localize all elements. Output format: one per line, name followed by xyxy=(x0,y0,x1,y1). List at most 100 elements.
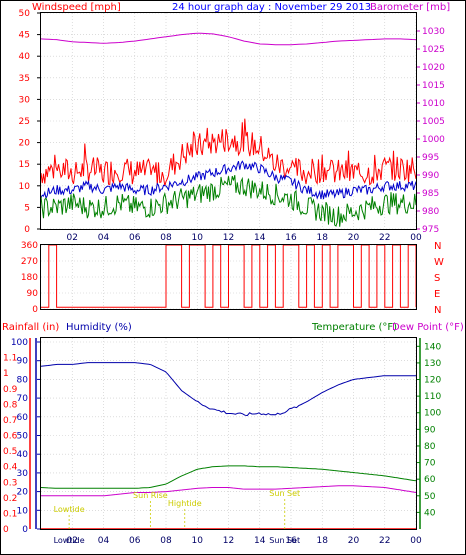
windspeed-tick-label: 0 xyxy=(24,225,30,235)
temperature-tick-label: 120 xyxy=(424,376,441,386)
panel1-x-tick-label: 18 xyxy=(317,233,329,243)
rainfall-tick-label: 0.2 xyxy=(3,494,17,504)
panel2-frame xyxy=(40,244,417,310)
windspeed-tick-label: 30 xyxy=(19,95,31,105)
barometer-tick-label: 1030 xyxy=(422,27,445,37)
barometer-tick-label: 990 xyxy=(422,171,439,181)
bottom-marker-label: Lowtide xyxy=(54,536,85,545)
rainfall-tick-label: 0.7 xyxy=(3,416,17,426)
windspeed-tick-label: 40 xyxy=(19,52,31,62)
panel3-x-tick-label: 22 xyxy=(379,536,390,546)
compass-label: S xyxy=(434,273,440,284)
annotation-label: Sun Set xyxy=(269,489,300,498)
bottom-marker-label: Sun Set xyxy=(269,536,300,545)
panel3-rain-ticks: 0 0.1 0.2 0.3 0.4 0.5 0.6 0.7 0.8 0.9 1 1.1 xyxy=(3,338,31,535)
rainfall-tick-label: 0.8 xyxy=(3,400,18,410)
temperature-tick-label: 130 xyxy=(424,359,441,369)
temperature-tick-label: 40 xyxy=(424,508,436,518)
panel1-x-tick-label: 10 xyxy=(192,233,204,243)
compass-label: N xyxy=(434,305,441,316)
humidity-tick-label: 100 xyxy=(11,338,28,348)
panel3-x-tick-label: 14 xyxy=(254,536,266,546)
rainfall-tick-label: 1.1 xyxy=(3,354,17,364)
panel1-left-ticks: 0 5 10 15 20 25 30 35 40 45 50 xyxy=(19,9,41,235)
panel3-x-ticks: 02 04 06 08 10 12 14 16 18 20 22 00 xyxy=(67,536,422,546)
panel1-series xyxy=(40,32,417,227)
rainfall-tick-label: 0.1 xyxy=(3,509,17,519)
barometer-tick-label: 1015 xyxy=(422,81,445,91)
humidity-tick-label: 80 xyxy=(17,375,29,385)
panel1-x-tick-label: 14 xyxy=(254,233,266,243)
barometer-axis-label: Barometer [mb] xyxy=(370,2,450,13)
series-windspeed-low xyxy=(40,174,417,227)
series-windspeed-gust xyxy=(40,118,417,186)
panel3-x-tick-label: 16 xyxy=(285,536,297,546)
rainfall-tick-label: 0.3 xyxy=(3,478,17,488)
annotation-label: Sun Rise xyxy=(133,491,168,500)
temperature-axis-label: Temperature (°F) xyxy=(311,322,397,333)
humidity-tick-label: 40 xyxy=(17,450,29,460)
windspeed-axis-label: Windspeed [mph] xyxy=(32,2,121,13)
barometer-tick-label: 1010 xyxy=(422,99,445,109)
panel2-left-ticks: 0 90 180 270 360 xyxy=(21,241,38,315)
panel3-x-tick-label: 00 xyxy=(410,536,422,546)
panel1-x-tick-label: 08 xyxy=(160,233,172,243)
rainfall-tick-label: 0.4 xyxy=(3,463,18,473)
panel1-x-tick-label: 02 xyxy=(67,233,78,243)
rainfall-tick-label: 0.5 xyxy=(3,447,17,457)
series-barometer xyxy=(40,32,417,46)
series-dew-point xyxy=(41,485,417,497)
panel1-x-tick-label: 20 xyxy=(348,233,360,243)
panel1-x-tick-label: 22 xyxy=(379,233,390,243)
humidity-tick-label: 90 xyxy=(17,357,29,367)
panel1-x-tick-label: 16 xyxy=(285,233,297,243)
dewpoint-axis-label: Dew Point (°F) xyxy=(392,322,464,333)
barometer-tick-label: 980 xyxy=(422,207,439,217)
barometer-tick-label: 985 xyxy=(422,189,439,199)
windspeed-tick-label: 10 xyxy=(19,182,31,192)
windspeed-tick-label: 5 xyxy=(24,203,30,213)
direction-tick-label: 180 xyxy=(21,273,38,283)
windspeed-tick-label: 25 xyxy=(19,117,30,127)
barometer-tick-label: 1005 xyxy=(422,117,445,127)
panel1-x-tick-label: 12 xyxy=(223,233,234,243)
barometer-tick-label: 1025 xyxy=(422,45,445,55)
series-windspeed-average xyxy=(40,160,417,200)
panel1-x-tick-label: 06 xyxy=(129,233,141,243)
direction-tick-label: 0 xyxy=(32,305,38,315)
direction-tick-label: 360 xyxy=(21,241,38,251)
panel3-x-tick-label: 04 xyxy=(98,536,110,546)
humidity-axis-label: Humidity (%) xyxy=(66,322,132,333)
barometer-tick-label: 1000 xyxy=(422,135,445,145)
panel3-bottom-markers: Lowtide Sun Set xyxy=(54,536,301,545)
humidity-tick-label: 10 xyxy=(17,506,29,516)
panel1-x-ticks: 02 04 06 08 10 12 14 16 18 20 22 00 xyxy=(67,233,422,243)
panel3-x-tick-label: 10 xyxy=(192,536,204,546)
humidity-tick-label: 50 xyxy=(17,432,29,442)
graph-title: 24 hour graph day : November 29 2013 xyxy=(172,2,371,13)
humidity-tick-label: 20 xyxy=(17,488,29,498)
temperature-tick-label: 50 xyxy=(424,492,436,502)
windspeed-tick-label: 50 xyxy=(19,9,31,19)
humidity-tick-label: 60 xyxy=(17,413,29,423)
panel3-frame xyxy=(40,337,417,530)
temperature-tick-label: 60 xyxy=(424,475,436,485)
windspeed-tick-label: 45 xyxy=(19,31,30,41)
series-temperature xyxy=(40,465,417,489)
panel3-x-tick-label: 12 xyxy=(223,536,234,546)
humidity-tick-label: 30 xyxy=(17,469,29,479)
barometer-tick-label: 995 xyxy=(422,153,439,163)
temperature-tick-label: 70 xyxy=(424,459,436,469)
compass-label: W xyxy=(434,257,444,268)
panel1-x-tick-label: 00 xyxy=(410,233,422,243)
panel1-right-ticks: 975 980 985 990 995 1000 1005 1010 1015 1020 1025 1… xyxy=(416,27,445,235)
panel3-humidity-ticks: 0 10 20 30 40 50 60 70 80 90 100 xyxy=(11,338,41,535)
rainfall-tick-label: 0.9 xyxy=(3,385,18,395)
compass-label: E xyxy=(434,289,440,300)
barometer-tick-label: 1020 xyxy=(422,63,445,73)
windspeed-tick-label: 35 xyxy=(19,74,30,84)
